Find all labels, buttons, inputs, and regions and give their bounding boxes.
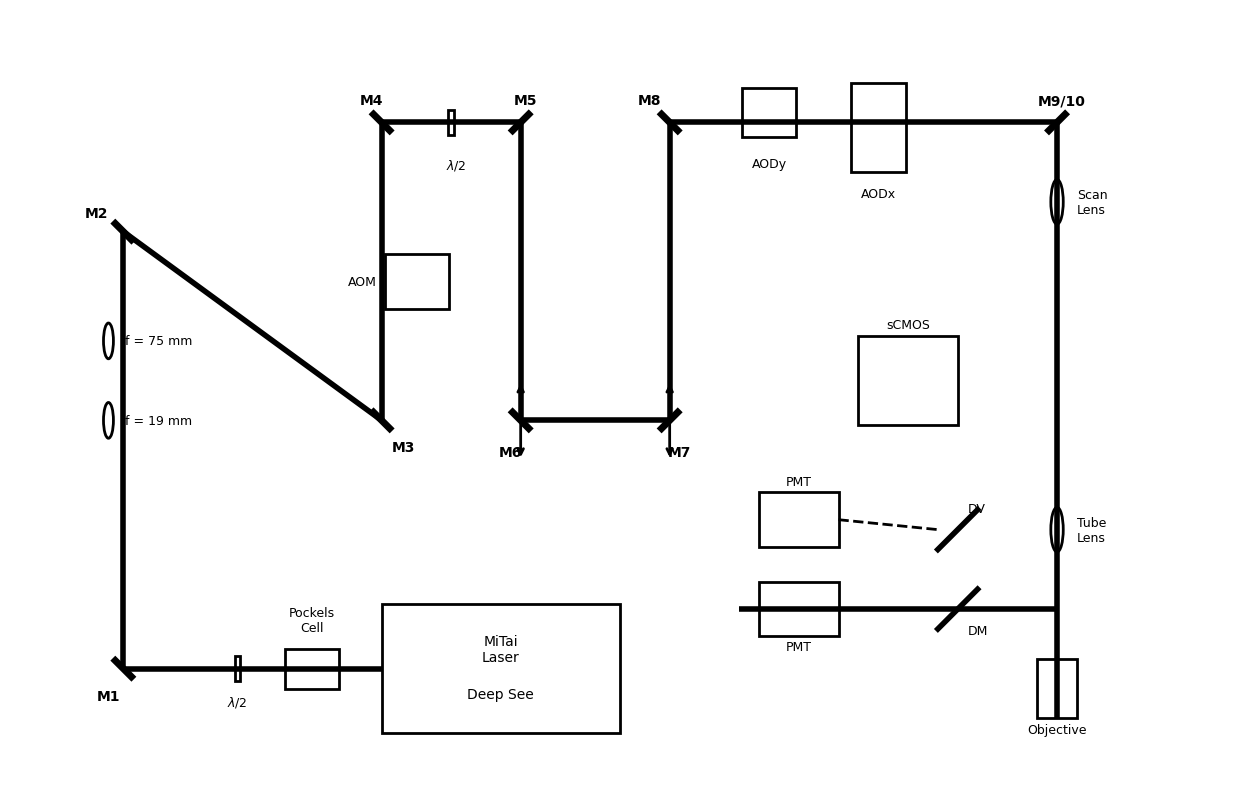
Text: M1: M1 (97, 689, 120, 703)
Bar (449, 111, 454, 136)
Text: PMT: PMT (786, 476, 812, 488)
Text: PMT: PMT (786, 641, 812, 654)
Text: AODx: AODx (861, 188, 895, 200)
Text: Tube
Lens: Tube Lens (1076, 516, 1106, 544)
Text: M5: M5 (513, 95, 537, 108)
Bar (382, 605, 620, 733)
Text: AODy: AODy (751, 158, 786, 171)
Bar (851, 83, 905, 172)
Text: DM: DM (967, 624, 988, 638)
Bar (1037, 659, 1076, 719)
Text: sCMOS: sCMOS (887, 318, 930, 331)
Text: $\lambda$/2: $\lambda$/2 (446, 158, 466, 173)
Text: Scan
Lens: Scan Lens (1076, 188, 1107, 217)
Text: M4: M4 (360, 95, 383, 108)
Bar (759, 582, 838, 637)
Bar (384, 255, 449, 310)
Bar (742, 88, 796, 138)
Text: Pockels
Cell: Pockels Cell (289, 606, 335, 634)
Text: M8: M8 (639, 95, 662, 108)
Bar (234, 657, 241, 681)
Ellipse shape (1050, 180, 1063, 225)
Text: MiTai
Laser: MiTai Laser (482, 634, 520, 664)
Text: f = 19 mm: f = 19 mm (125, 415, 192, 427)
Ellipse shape (1050, 508, 1063, 553)
Text: M7: M7 (668, 446, 691, 460)
Text: Deep See: Deep See (467, 687, 534, 701)
Text: $\lambda$/2: $\lambda$/2 (227, 694, 248, 709)
Bar (858, 337, 957, 426)
Text: Objective: Objective (1027, 723, 1086, 736)
Text: DV: DV (967, 502, 986, 515)
Ellipse shape (103, 324, 113, 359)
Text: f = 75 mm: f = 75 mm (125, 335, 192, 348)
Text: M2: M2 (86, 206, 108, 221)
Text: AOM: AOM (347, 275, 377, 289)
Text: M6: M6 (498, 446, 522, 460)
Text: M3: M3 (392, 440, 415, 455)
Ellipse shape (103, 403, 113, 439)
Bar (285, 649, 340, 689)
Text: M9/10: M9/10 (1038, 95, 1086, 108)
Bar (759, 492, 838, 547)
